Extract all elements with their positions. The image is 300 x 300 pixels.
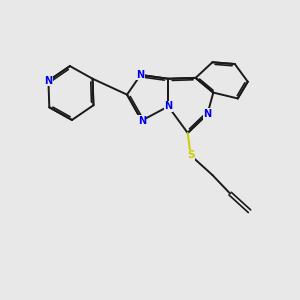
Text: N: N	[164, 101, 172, 111]
Text: N: N	[203, 109, 211, 119]
Text: N: N	[44, 76, 52, 86]
Text: S: S	[187, 150, 194, 160]
Text: N: N	[136, 70, 145, 80]
Text: N: N	[138, 116, 146, 126]
